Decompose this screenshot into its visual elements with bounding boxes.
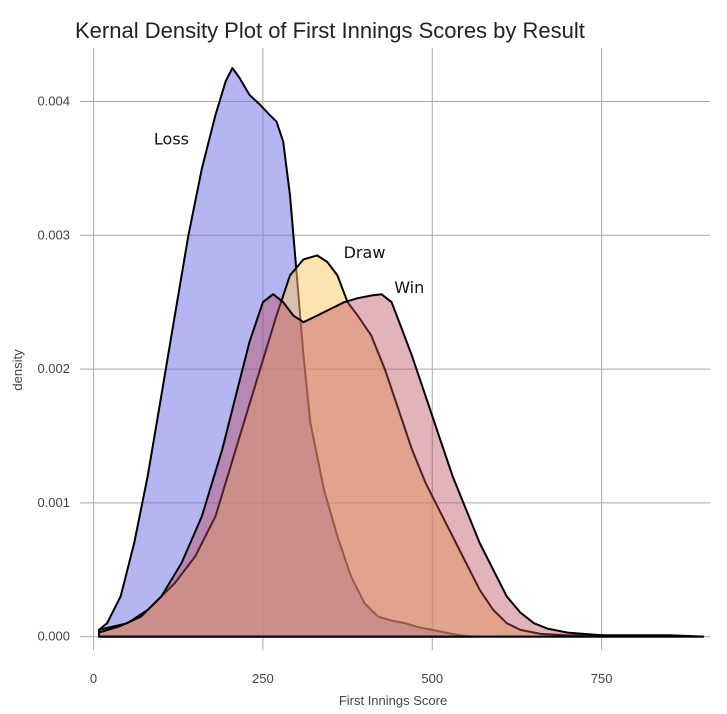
y-tick-label: 0.002 <box>37 361 70 376</box>
y-tick-label: 0.001 <box>37 495 70 510</box>
x-tick-label: 250 <box>252 671 274 686</box>
density-area-draw <box>98 254 705 638</box>
annotation-draw: Draw <box>344 243 386 262</box>
y-tick-label: 0.003 <box>37 227 70 242</box>
x-tick-label: 500 <box>421 671 443 686</box>
series-annotations: Loss Draw Win <box>154 129 424 296</box>
y-tick-label: 0.004 <box>37 94 70 109</box>
annotation-win: Win <box>394 278 424 297</box>
density-area-win <box>98 293 705 638</box>
x-tick-label: 0 <box>90 671 97 686</box>
y-axis-ticks: 0.000 0.001 0.002 0.003 0.004 <box>37 94 70 644</box>
density-areas <box>98 67 705 638</box>
x-axis-ticks: 0 250 500 750 <box>90 671 613 686</box>
y-axis-label: density <box>10 349 25 391</box>
y-tick-label: 0.000 <box>37 629 70 644</box>
annotation-loss: Loss <box>154 129 189 148</box>
x-axis-label: First Innings Score <box>339 693 447 708</box>
chart-title: Kernal Density Plot of First Innings Sco… <box>75 18 585 43</box>
x-tick-label: 750 <box>591 671 613 686</box>
